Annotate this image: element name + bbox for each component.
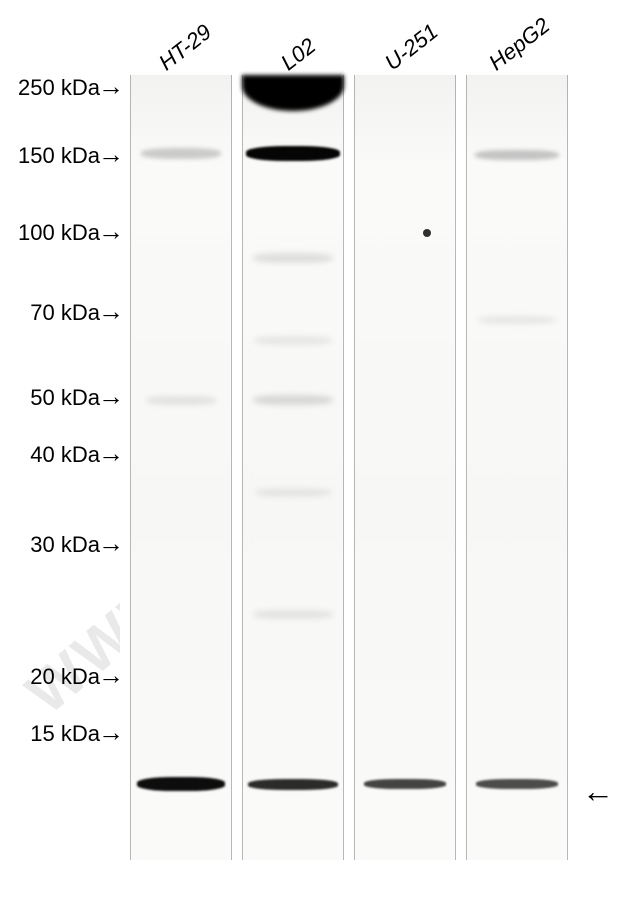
mw-label: 150 kDa — [0, 143, 100, 169]
mw-arrow-icon: → — [98, 660, 124, 691]
blot-band — [253, 253, 333, 263]
blot-band — [423, 229, 431, 237]
mw-label: 250 kDa — [0, 75, 100, 101]
mw-label: 20 kDa — [0, 664, 100, 690]
lane-gap — [344, 75, 354, 860]
lane-smear — [466, 75, 568, 860]
blot-band — [146, 396, 216, 405]
mw-arrow-icon: → — [98, 139, 124, 170]
mw-arrow-icon: → — [98, 216, 124, 247]
blot-band — [476, 779, 558, 789]
blot-band — [475, 150, 559, 160]
mw-label: 15 kDa — [0, 721, 100, 747]
mw-label: 50 kDa — [0, 385, 100, 411]
blot-band — [478, 316, 556, 324]
lane-gap — [232, 75, 242, 860]
blot-band — [255, 488, 331, 497]
mw-arrow-icon: → — [98, 528, 124, 559]
lane-label: HT-29 — [154, 19, 217, 76]
blot-figure: WWW.PTGLAB.COM ← HT-29L02U-251HepG2250 k… — [0, 0, 630, 903]
blot-band — [364, 779, 446, 789]
target-band-arrow: ← — [582, 773, 614, 810]
blot-band — [141, 148, 221, 159]
mw-arrow-icon: → — [98, 296, 124, 327]
lane-label: L02 — [276, 33, 321, 76]
blot-band — [137, 777, 225, 791]
mw-arrow-icon: → — [98, 438, 124, 469]
mw-arrow-icon: → — [98, 717, 124, 748]
blot-band — [254, 336, 332, 345]
blot-band — [253, 395, 333, 405]
blot-band — [253, 610, 333, 619]
lane-gap — [456, 75, 466, 860]
lane-smear — [130, 75, 232, 860]
lane-label: HepG2 — [484, 13, 555, 76]
mw-label: 30 kDa — [0, 532, 100, 558]
mw-label: 40 kDa — [0, 442, 100, 468]
lane-label: U-251 — [380, 19, 443, 76]
blot-membrane — [120, 75, 578, 860]
lane-smear — [354, 75, 456, 860]
mw-label: 100 kDa — [0, 220, 100, 246]
lane-smear — [242, 75, 344, 860]
mw-arrow-icon: → — [98, 71, 124, 102]
lane-gap — [568, 75, 578, 860]
blot-band — [248, 779, 338, 790]
mw-arrow-icon: → — [98, 381, 124, 412]
mw-label: 70 kDa — [0, 300, 100, 326]
blot-band — [246, 146, 340, 161]
